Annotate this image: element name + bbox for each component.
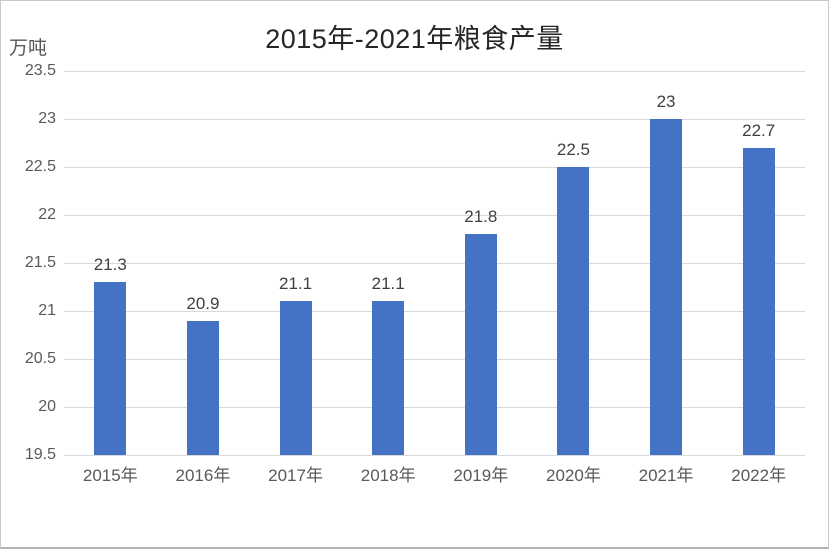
bar-value-label: 20.9 (186, 293, 220, 313)
bar-value-label: 22.5 (556, 140, 590, 159)
x-axis-tick-label: 2017年 (268, 466, 323, 485)
bar-value-label: 23 (656, 92, 676, 111)
y-axis-tick-label: 20.5 (24, 350, 56, 367)
bar-2022年 (742, 147, 775, 455)
bar-value-label: 21.3 (93, 255, 127, 275)
x-axis-tick-label: 2021年 (638, 466, 694, 485)
gridline (64, 311, 805, 312)
plot-area: 23.5 23 22.5 22 21.5 21 20.5 20 19.5 21.3 2015年 20.… (25, 63, 805, 485)
bar-2018年 (372, 301, 405, 455)
gridline (64, 455, 805, 456)
y-axis-unit-label: 万吨 (9, 38, 48, 59)
gridline (64, 407, 805, 408)
bar-2019年 (464, 234, 497, 455)
x-axis-tick-label: 2022年 (731, 466, 787, 485)
gridline (64, 167, 805, 168)
bar-value-label: 21.8 (464, 207, 498, 227)
gridline (64, 71, 805, 72)
gridline (64, 119, 805, 120)
bar-2020年 (557, 167, 590, 455)
x-axis-tick-label: 2018年 (360, 466, 416, 485)
y-axis-tick-label: 21 (38, 302, 56, 319)
x-axis-tick-label: 2015年 (82, 466, 138, 485)
y-axis-tick-label: 20 (38, 398, 56, 415)
x-axis-tick-label: 2016年 (175, 466, 231, 485)
bar-2015年 (94, 282, 127, 455)
bar-value-label: 21.1 (279, 274, 313, 294)
gridline (64, 215, 805, 216)
y-axis-tick-label: 23.5 (24, 62, 56, 79)
bar-2016年 (186, 320, 219, 455)
y-axis-tick-label: 22 (38, 206, 56, 223)
bar-2017年 (279, 301, 312, 455)
y-axis-tick-label: 23 (38, 110, 56, 127)
x-axis-tick-label: 2020年 (546, 466, 601, 485)
y-axis-tick-label: 19.5 (24, 446, 56, 463)
y-axis-tick-label: 22.5 (24, 158, 56, 175)
bar-value-label: 21.1 (371, 274, 405, 294)
bar-2021年 (650, 119, 683, 455)
x-axis-tick-label: 2019年 (453, 466, 509, 485)
gridline (64, 359, 805, 360)
gridline (64, 263, 805, 264)
chart-title: 2015年-2021年粮食产量 (265, 24, 564, 54)
bar-value-label: 22.7 (742, 120, 776, 140)
y-axis-tick-label: 21.5 (24, 254, 56, 271)
